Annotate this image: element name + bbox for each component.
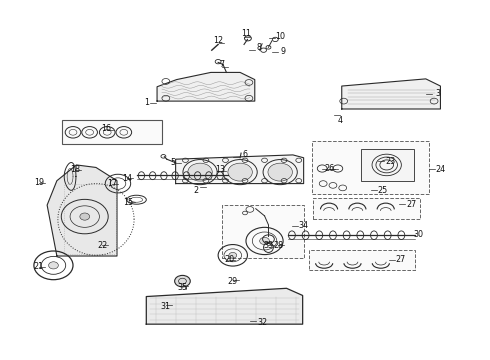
Circle shape [228, 163, 252, 181]
Text: 8: 8 [256, 43, 261, 52]
Text: 30: 30 [414, 230, 423, 239]
Circle shape [174, 275, 190, 287]
Text: 10: 10 [275, 32, 285, 41]
Text: 14: 14 [122, 174, 132, 183]
Text: 17: 17 [107, 179, 117, 188]
Circle shape [229, 252, 237, 258]
Bar [221, 205, 304, 258]
Text: 25: 25 [378, 185, 388, 194]
Text: 12: 12 [213, 36, 223, 45]
Bar [361, 149, 414, 181]
Text: 35: 35 [177, 283, 188, 292]
Polygon shape [342, 79, 441, 109]
Text: 33: 33 [264, 241, 273, 250]
Text: 16: 16 [101, 124, 111, 133]
Text: 32: 32 [257, 318, 267, 327]
Text: 3: 3 [436, 89, 441, 98]
Text: 27: 27 [395, 255, 406, 264]
Circle shape [268, 163, 293, 181]
Text: 34: 34 [298, 221, 309, 230]
Text: 27: 27 [406, 200, 416, 209]
Text: 20: 20 [224, 255, 234, 264]
Text: 29: 29 [228, 276, 238, 285]
Text: 9: 9 [281, 47, 286, 56]
Text: 7: 7 [219, 60, 224, 69]
Text: 1: 1 [144, 98, 149, 107]
Text: 26: 26 [324, 164, 334, 173]
Circle shape [49, 262, 58, 269]
Text: 6: 6 [243, 150, 247, 159]
Bar [62, 120, 162, 144]
Text: 13: 13 [216, 165, 225, 174]
Text: 2: 2 [194, 186, 199, 195]
Circle shape [80, 213, 90, 220]
Text: 18: 18 [70, 166, 80, 175]
Polygon shape [147, 288, 303, 324]
Bar [309, 249, 415, 270]
Circle shape [188, 163, 212, 181]
Polygon shape [47, 165, 117, 256]
Text: 21: 21 [34, 262, 44, 271]
Text: 11: 11 [241, 29, 251, 38]
Text: 5: 5 [170, 158, 175, 167]
Text: 24: 24 [436, 165, 445, 174]
Bar [313, 140, 429, 194]
Polygon shape [157, 72, 255, 101]
Text: 23: 23 [386, 157, 395, 166]
Text: 4: 4 [338, 116, 343, 125]
Text: 22: 22 [97, 241, 107, 250]
Text: 15: 15 [123, 198, 134, 207]
Polygon shape [175, 155, 304, 184]
Bar [314, 198, 420, 220]
Text: 31: 31 [161, 302, 171, 311]
Text: 28: 28 [273, 241, 283, 250]
Text: 19: 19 [34, 178, 44, 187]
Circle shape [260, 237, 270, 244]
